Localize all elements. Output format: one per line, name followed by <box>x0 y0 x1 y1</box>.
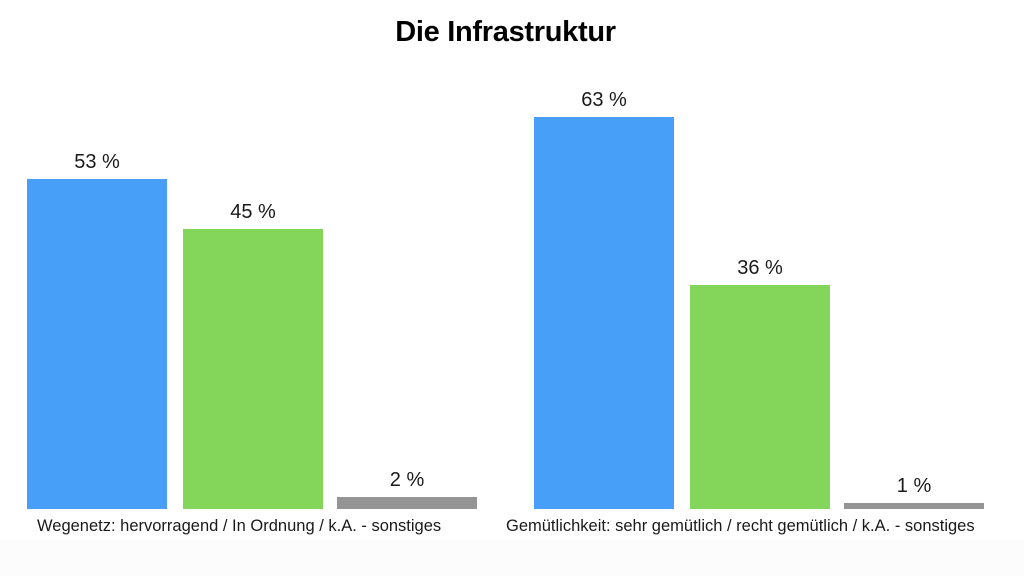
bar-value-label: 53 % <box>74 151 120 173</box>
bar-value-label: 1 % <box>896 475 932 497</box>
bar-value-label: 2 % <box>389 469 425 491</box>
bar-1-0 <box>534 117 674 509</box>
bar-0-0 <box>27 179 167 509</box>
chart-title: Die Infrastruktur <box>395 16 616 48</box>
bar-value-label: 45 % <box>230 201 276 223</box>
bar-value-label: 63 % <box>581 89 627 111</box>
bar-0-1 <box>183 229 323 509</box>
bottom-band <box>0 540 1024 576</box>
bar-value-label: 36 % <box>737 257 783 279</box>
bar-1-1 <box>690 285 830 509</box>
bar-1-2 <box>844 503 984 509</box>
group-category-label: Gemütlichkeit: sehr gemütlich / recht ge… <box>506 517 975 535</box>
group-category-label: Wegenetz: hervorragend / In Ordnung / k.… <box>37 517 442 535</box>
bar-0-2 <box>337 497 477 509</box>
